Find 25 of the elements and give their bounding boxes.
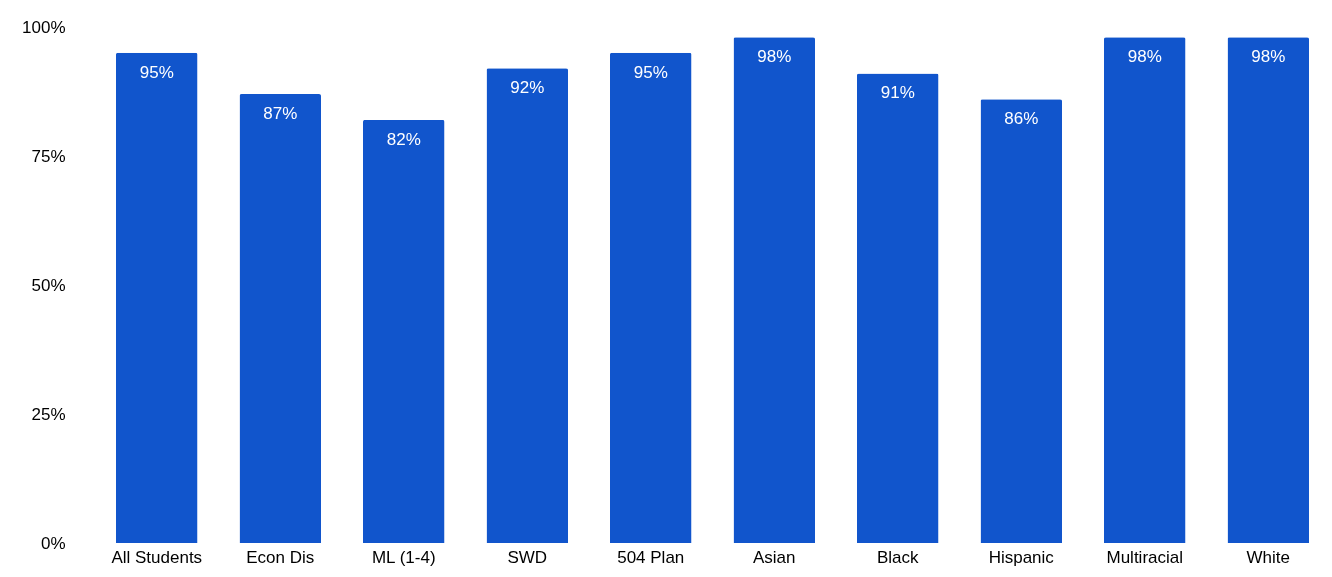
y-tick-label: 0% <box>40 533 66 553</box>
x-tick-label: White <box>1246 547 1290 567</box>
data-label: 87% <box>263 104 298 124</box>
data-label: 98% <box>757 47 792 67</box>
data-label: 95% <box>139 62 174 82</box>
data-label: 86% <box>1004 109 1039 129</box>
data-label: 92% <box>510 78 545 98</box>
x-tick-label: SWD <box>507 547 548 567</box>
y-tick-label: 25% <box>31 404 66 424</box>
data-label: 82% <box>386 129 421 149</box>
y-tick-label: 75% <box>31 146 66 166</box>
data-label: 95% <box>633 62 668 82</box>
y-tick-label: 100% <box>22 17 66 37</box>
data-label: 91% <box>880 83 915 103</box>
data-label: 98% <box>1127 47 1162 67</box>
x-tick-label: ML (1-4) <box>371 547 436 567</box>
x-tick-label: Hispanic <box>988 547 1055 567</box>
data-label: 98% <box>1251 47 1286 67</box>
x-tick-label: 504 Plan <box>617 547 685 567</box>
x-tick-label: Black <box>876 547 920 567</box>
x-tick-label: Multiracial <box>1106 547 1184 567</box>
x-tick-label: All Students <box>111 547 203 567</box>
y-tick-label: 50% <box>31 275 66 295</box>
x-tick-label: Econ Dis <box>246 547 315 567</box>
x-tick-label: Asian <box>752 547 796 567</box>
